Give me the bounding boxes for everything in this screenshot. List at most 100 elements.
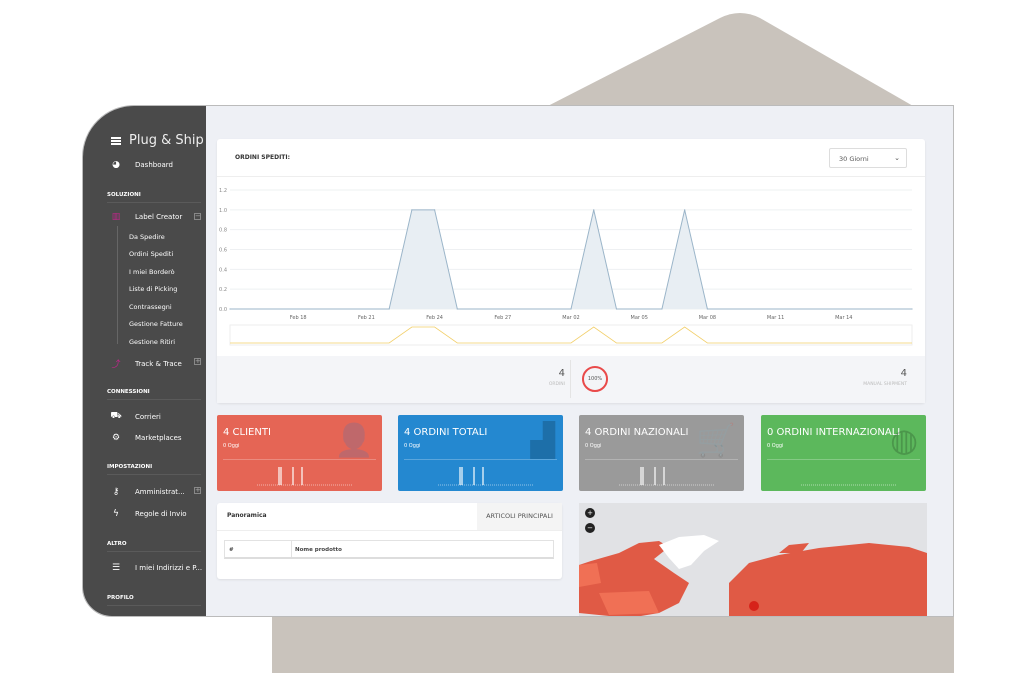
divider [223,459,376,460]
manual-value: 4 [900,368,907,379]
stat-sub: 0 Oggi [767,443,784,449]
panoramica-title: Panoramica [227,512,267,519]
y-tick-label: 0.2 [219,287,227,293]
sparkline [801,484,896,486]
x-tick-label: Feb 21 [358,315,375,321]
expand-icon[interactable]: + [194,486,201,494]
collapse-icon[interactable]: − [194,212,201,220]
sidebar-subitem[interactable]: Contrassegni [129,303,172,311]
sparkline [438,467,533,486]
sidebar-item-corrieri[interactable]: ⛟ Corrieri [109,411,161,422]
stat-card[interactable]: 4 CLIENTI 0 Oggi 👤 [217,415,382,491]
background-shape [540,13,920,110]
globe-icon: ◍ [890,421,918,459]
column-header[interactable]: Nome prodotto [295,547,342,553]
section-impostazioni: IMPOSTAZIONI [107,464,201,475]
ordini-label: ORDINI [548,382,565,387]
y-tick-label: 0.0 [219,307,227,313]
truck-icon: ⛟ [110,411,122,421]
sidebar-item-indirizzi[interactable]: ☰ I miei Indirizzi e P... [109,563,202,573]
data-point [456,308,458,310]
manual-label: MANUAL SHIPMENT [863,382,907,387]
sidebar-subitem[interactable]: Liste di Picking [129,285,178,293]
sparkline [257,467,352,486]
x-tick-label: Mar 11 [767,315,784,321]
ordini-value: 4 [558,368,565,379]
stat-card[interactable]: 0 ORDINI INTERNAZIONALI 0 Oggi ◍ [761,415,926,491]
brand: Plug & Ship [111,133,204,148]
navigator [229,324,913,346]
data-point [911,308,913,310]
y-tick-label: 0.8 [219,228,227,234]
brand-name: Plug & Ship [129,133,204,148]
orders-card: ORDINI SPEDITI: 30 Giorni ⌄ 0.0 0.2 0.4 0.6 0… [217,139,925,403]
sidebar-subitem[interactable]: Gestione Fatture [129,320,183,328]
stat-card[interactable]: 4 ORDINI NAZIONALI 0 Oggi 🛒 [579,415,744,491]
y-tick-label: 0.4 [219,267,227,273]
section-connessioni: CONNESSIONI [107,389,201,400]
bar-chart-icon: ▟ [530,421,555,459]
data-point [706,308,708,310]
card-title: ORDINI SPEDITI: [235,154,291,161]
y-tick-label: 1.0 [219,208,227,214]
label: Marketplaces [135,434,182,442]
label: Amministrat... [135,488,185,496]
list-icon: ☰ [111,563,121,573]
cart-icon: 🛒 [696,421,736,459]
sidebar-item-marketplaces[interactable]: ⚙ Marketplaces [109,433,182,443]
data-point [411,209,413,211]
tree-line [117,226,118,344]
label: I miei Indirizzi e P... [135,564,203,572]
world-map[interactable]: + − [579,503,927,616]
section-soluzioni: SOLUZIONI [107,192,201,203]
data-point [661,308,663,310]
zoom-in-button[interactable]: + [585,508,595,518]
divider [404,459,557,460]
area-fill [230,209,912,309]
label: Corrieri [135,412,161,421]
sidebar-subitem[interactable]: Gestione Ritiri [129,338,176,346]
data-point [570,308,572,310]
expand-icon[interactable]: + [194,357,201,365]
stat-title: 0 ORDINI INTERNAZIONALI [767,427,901,438]
stat-sub: 0 Oggi [404,443,421,449]
data-point [615,308,618,310]
sidebar-item-dashboard[interactable]: ◕ Dashboard [109,160,173,170]
divider [217,530,562,531]
x-tick-label: Mar 14 [835,315,852,321]
sidebar-item-track-trace[interactable]: ⤴ Track & Trace [109,357,181,371]
sidebar-item-regole[interactable]: ϟ Regole di Invio [109,509,187,519]
sidebar-subitem[interactable]: Ordini Spediti [129,250,174,258]
zoom-out-button[interactable]: − [585,523,595,533]
products-table-header: # Nome prodotto [224,540,554,559]
section-profilo: PROFILO [107,595,201,606]
column-header[interactable]: # [225,541,292,557]
x-tick-label: Feb 24 [426,315,443,321]
label: Label Creator [135,213,183,221]
menu-icon[interactable] [111,136,121,145]
stat-title: 4 ORDINI NAZIONALI [585,427,689,438]
map-land [579,535,927,616]
x-tick-label: Mar 05 [631,315,648,321]
period-select[interactable]: 30 Giorni ⌄ [829,148,907,168]
summary-bar: 4 ORDINI 100% 4 MANUAL SHIPMENT [217,356,925,403]
y-tick-label: 1.2 [219,188,227,194]
sparkline [619,467,714,486]
data-point [388,308,390,310]
label: Regole di Invio [135,510,187,518]
navigator-line [230,326,912,344]
app-window: Plug & Ship ◕ Dashboard SOLUZIONI ▥ Label … [82,105,954,617]
sidebar-item-label-creator[interactable]: ▥ Label Creator [109,212,183,222]
divider [217,176,925,177]
sidebar-item-admin[interactable]: ⚷ Amministrat... [109,487,185,497]
sidebar-subitem[interactable]: Da Spedire [129,233,165,241]
bolt-icon: ϟ [113,509,119,519]
x-tick-label: Mar 02 [562,315,579,321]
panoramica-card: Panoramica ARTICOLI PRINCIPALI # Nome pr… [217,503,562,579]
percent-gauge: 100% [582,366,608,392]
sidebar-subitem[interactable]: I miei Borderò [129,268,175,276]
tab-articoli-principali[interactable]: ARTICOLI PRINCIPALI [477,503,562,530]
stat-sub: 0 Oggi [585,443,602,449]
user-icon: 👤 [334,421,374,459]
stat-card[interactable]: 4 ORDINI TOTALI 0 Oggi ▟ [398,415,563,491]
